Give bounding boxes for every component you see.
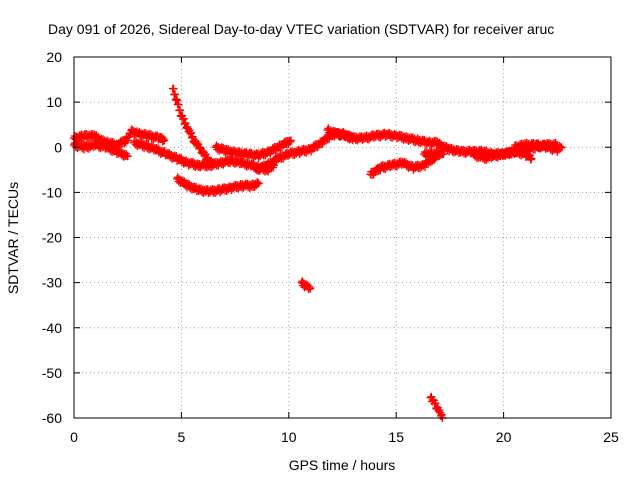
- grid: [74, 57, 611, 418]
- data-point: [201, 150, 210, 159]
- data-point: [170, 90, 179, 99]
- data-point: [188, 132, 197, 141]
- series-arc-09: [366, 148, 444, 179]
- data-point: [169, 84, 178, 93]
- data-point: [527, 154, 536, 163]
- series-arc-05: [173, 173, 263, 197]
- data-point: [557, 143, 566, 152]
- y-tick-label: 20: [46, 49, 62, 65]
- x-tick-label: 25: [603, 429, 619, 445]
- y-tick-label: 0: [54, 139, 62, 155]
- x-axis-label: GPS time / hours: [289, 457, 396, 473]
- data-point: [172, 95, 181, 104]
- ticks: 0 5 10 15 20 25 20 10 0 -10 -20 -30 -40 -50 -60: [42, 49, 619, 445]
- data-point: [175, 106, 184, 115]
- chart-title: Day 091 of 2026, Sidereal Day-to-day VTE…: [48, 21, 554, 37]
- series-arc-08: [323, 124, 358, 144]
- data-point: [121, 138, 130, 147]
- data-point: [437, 148, 446, 157]
- series-arc-15: [426, 392, 447, 422]
- data-point: [187, 128, 196, 137]
- data-layer: [70, 84, 566, 422]
- x-tick-label: 20: [496, 429, 512, 445]
- series-arc-02: [70, 139, 132, 161]
- data-point: [306, 284, 315, 293]
- data-point: [286, 136, 295, 145]
- data-point: [179, 114, 188, 123]
- data-point: [305, 282, 314, 291]
- data-point: [208, 159, 217, 168]
- data-point: [160, 136, 169, 145]
- x-tick-label: 15: [388, 429, 404, 445]
- data-point: [181, 118, 190, 127]
- y-tick-label: -20: [42, 230, 62, 246]
- series-arc-14: [297, 277, 315, 294]
- x-tick-label: 5: [178, 429, 186, 445]
- x-tick-label: 10: [281, 429, 297, 445]
- data-point: [174, 100, 183, 109]
- y-tick-label: -30: [42, 275, 62, 291]
- x-tick-label: 0: [70, 429, 78, 445]
- y-tick-label: -60: [42, 410, 62, 426]
- y-tick-label: -40: [42, 320, 62, 336]
- data-point: [159, 134, 168, 143]
- data-point: [526, 155, 535, 164]
- data-point: [253, 178, 262, 187]
- data-point: [431, 399, 440, 408]
- series-arc-10: [420, 147, 448, 161]
- data-point: [555, 142, 564, 151]
- series-arc-13: [510, 138, 566, 156]
- data-point: [173, 96, 182, 105]
- data-point: [286, 137, 295, 146]
- y-tick-label: 10: [46, 94, 62, 110]
- series-arc-06: [211, 136, 295, 162]
- y-tick-label: -50: [42, 365, 62, 381]
- series-arc-04: [168, 84, 218, 170]
- data-point: [349, 134, 358, 143]
- data-point: [254, 179, 263, 188]
- data-point: [123, 152, 132, 161]
- data-point: [209, 161, 218, 170]
- data-point: [123, 136, 132, 145]
- y-tick-label: -10: [42, 184, 62, 200]
- y-axis-label: SDTVAR / TECUs: [5, 182, 21, 294]
